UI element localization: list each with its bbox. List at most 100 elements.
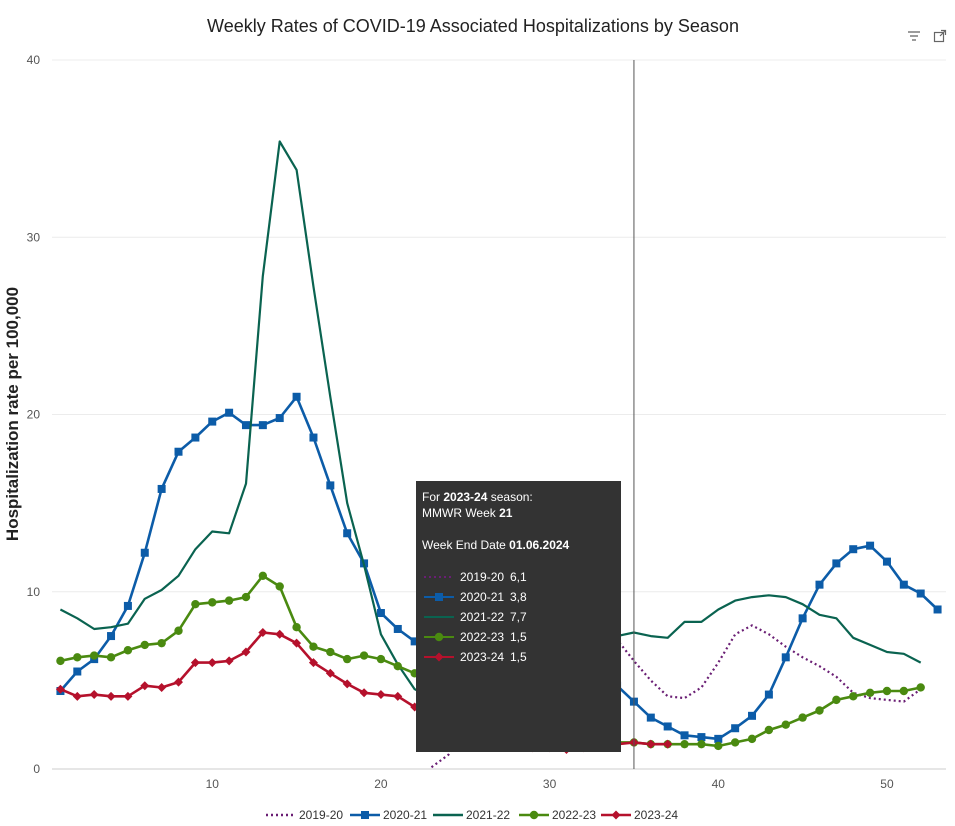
point-2022-23-41 (730, 738, 740, 747)
point-2022-23-42 (747, 734, 757, 744)
point-2020-21-45 (798, 614, 807, 623)
x-tick-labels: 10 20 30 40 50 (206, 777, 894, 791)
tooltip: For 2023-24 season: MMWR Week 21 Week En… (416, 481, 621, 752)
legend-label-2023-24: 2023-24 (634, 808, 678, 822)
point-2020-21-22 (410, 637, 419, 646)
point-2023-24-2 (72, 691, 82, 701)
tooltip-date-prefix: Week End Date (422, 538, 510, 552)
point-2023-24-1 (55, 684, 65, 694)
x-tick-50: 50 (880, 777, 894, 791)
y-tick-40: 40 (27, 53, 41, 67)
tooltip-series-name: 2023-24 (460, 650, 505, 664)
point-2022-23-44 (781, 720, 790, 729)
tooltip-season-line: For 2023-24 season: (422, 489, 615, 505)
x-tick-10: 10 (206, 777, 220, 791)
point-2020-21-14 (275, 414, 284, 423)
tooltip-swatch-2021-22 (424, 616, 454, 618)
tooltip-series-name: 2019-20 (460, 570, 505, 584)
y-tick-30: 30 (27, 230, 41, 244)
point-2022-23-18 (342, 654, 352, 664)
point-2022-23-47 (832, 695, 841, 705)
point-2023-24-37 (663, 739, 673, 749)
point-2022-23-6 (140, 640, 149, 650)
point-2023-24-12 (241, 647, 251, 657)
tooltip-week: 21 (499, 506, 513, 520)
point-2022-23-49 (865, 688, 875, 697)
point-2020-21-8 (174, 447, 183, 456)
tooltip-date: 01.06.2024 (509, 538, 570, 552)
point-2023-24-19 (359, 688, 369, 698)
x-tick-20: 20 (374, 777, 388, 791)
tooltip-season-suffix: season: (487, 490, 533, 504)
point-2020-21-10 (208, 417, 217, 426)
legend-label-2020-21: 2020-21 (383, 808, 427, 822)
point-2022-23-2 (73, 653, 82, 662)
point-2023-24-13 (258, 628, 268, 638)
expand-icon[interactable] (932, 28, 948, 44)
tooltip-series-name: 2022-23 (460, 630, 505, 644)
point-2020-21-52 (916, 589, 925, 598)
point-2022-23-14 (275, 582, 284, 591)
point-2022-23-45 (798, 713, 807, 722)
point-2022-23-21 (393, 661, 402, 671)
point-2023-24-5 (123, 691, 133, 701)
point-2023-24-15 (292, 638, 302, 648)
tooltip-rows: 2019-20 6,1 2020-21 3,8 2021-22 7,7 2022-23 1,5… (422, 567, 615, 667)
point-2023-24-10 (207, 658, 217, 668)
tooltip-swatch-marker-2023-24 (434, 652, 444, 662)
legend-label-2022-23: 2022-23 (552, 808, 596, 822)
point-2023-24-14 (275, 629, 285, 639)
filter-icon[interactable] (906, 28, 922, 44)
y-axis-label: Hospitalization rate per 100,000 (3, 287, 22, 541)
tooltip-row-2019-20: 2019-20 6,1 (422, 567, 615, 587)
tooltip-series-value: 7,7 (510, 610, 527, 624)
point-2023-24-6 (140, 681, 150, 691)
tooltip-series-value: 6,1 (510, 570, 527, 584)
tooltip-series-value: 1,5 (510, 650, 527, 664)
point-2023-24-7 (157, 682, 167, 692)
point-2022-23-7 (157, 638, 166, 648)
point-2020-21-41 (731, 724, 740, 733)
point-2020-21-13 (258, 421, 267, 430)
legend-label-2021-22: 2021-22 (466, 808, 510, 822)
point-2022-23-50 (882, 686, 892, 696)
point-2022-23-46 (815, 706, 824, 715)
legend-item-2023-24: 2023-24 (601, 808, 678, 822)
point-2020-21-37 (663, 722, 672, 731)
legend-item-2021-22: 2021-22 (433, 808, 510, 822)
point-2022-23-13 (258, 571, 268, 580)
point-2020-21-42 (748, 711, 757, 720)
gridlines (52, 59, 946, 770)
legend: 2019-20 2020-21 2021-22 2022-23 2023-24 (266, 808, 678, 822)
point-2022-23-10 (208, 598, 217, 607)
point-2020-21-51 (899, 580, 908, 589)
point-2022-23-20 (376, 654, 386, 664)
point-2023-24-3 (89, 690, 99, 700)
point-2020-21-43 (764, 690, 773, 699)
point-2020-21-36 (646, 713, 655, 722)
point-2023-24-9 (190, 658, 200, 668)
tooltip-season: 2023-24 (443, 490, 488, 504)
point-2023-24-17 (325, 668, 335, 678)
point-2023-24-4 (106, 691, 116, 701)
tooltip-swatch-2023-24 (424, 652, 454, 662)
legend-swatch-marker-2022-23 (529, 810, 539, 820)
legend-swatch-marker-2023-24 (611, 810, 621, 820)
point-2022-23-51 (899, 686, 909, 696)
y-tick-0: 0 (33, 762, 40, 776)
point-2020-21-5 (123, 601, 132, 610)
point-2020-21-44 (781, 653, 790, 662)
point-2020-21-48 (849, 545, 858, 554)
point-2020-21-12 (241, 421, 250, 430)
point-2023-24-11 (224, 656, 234, 666)
tooltip-week-prefix: MMWR Week (422, 506, 500, 520)
point-2022-23-40 (714, 741, 723, 751)
chart-title: Weekly Rates of COVID-19 Associated Hosp… (207, 16, 739, 36)
point-2020-21-9 (191, 433, 200, 442)
tooltip-date-line: Week End Date 01.06.2024 (422, 537, 615, 553)
point-2023-24-21 (393, 691, 403, 701)
tooltip-swatch-marker-2022-23 (434, 632, 444, 642)
point-2022-23-4 (106, 653, 116, 662)
point-2020-21-50 (882, 557, 891, 566)
tooltip-series-name: 2021-22 (460, 610, 505, 624)
